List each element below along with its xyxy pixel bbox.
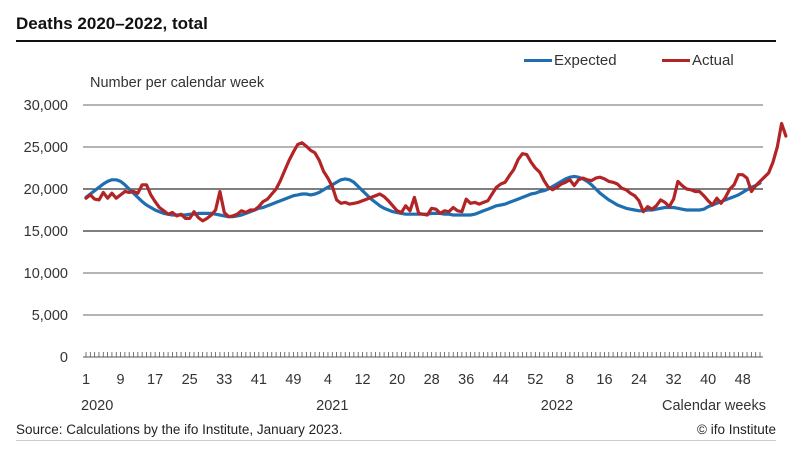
x-tick-label: 12	[354, 372, 370, 388]
x-tick-label: 32	[666, 372, 682, 388]
x-tick-label: 28	[424, 372, 440, 388]
y-tick-label: 10,000	[24, 266, 68, 282]
legend-item-expected: Expected	[524, 52, 617, 69]
source-note: Source: Calculations by the ifo Institut…	[16, 422, 343, 437]
x-tick-label: 33	[216, 372, 232, 388]
footer-divider	[16, 440, 776, 441]
x-tick-label: 8	[566, 372, 574, 388]
x-tick-label: 4	[324, 372, 332, 388]
year-label: 2020	[81, 398, 113, 414]
x-tick-label: 41	[251, 372, 267, 388]
x-tick-label: 40	[700, 372, 716, 388]
y-tick-label: 25,000	[24, 140, 68, 156]
y-tick-label: 20,000	[24, 182, 68, 198]
series-line-actual	[84, 121, 788, 223]
x-tick-label: 1	[82, 372, 90, 388]
x-axis-label: Calendar weeks	[662, 398, 766, 414]
x-tick-label: 44	[493, 372, 509, 388]
x-tick-label: 36	[458, 372, 474, 388]
x-tick-label: 17	[147, 372, 163, 388]
x-tick-label: 24	[631, 372, 647, 388]
legend-swatch-actual	[662, 59, 690, 62]
legend-label-expected: Expected	[554, 52, 617, 69]
year-label: 2022	[541, 398, 573, 414]
x-tick-label: 9	[117, 372, 125, 388]
x-tick-label: 52	[527, 372, 543, 388]
series-line-expected	[84, 174, 762, 219]
x-tick-label: 49	[285, 372, 301, 388]
x-tick-label: 48	[735, 372, 751, 388]
year-label: 2021	[316, 398, 348, 414]
legend-label-actual: Actual	[692, 52, 734, 69]
x-tick-label: 16	[596, 372, 612, 388]
y-tick-label: 0	[60, 350, 68, 366]
x-tick-label: 20	[389, 372, 405, 388]
x-tick-label: 25	[182, 372, 198, 388]
y-tick-label: 15,000	[24, 224, 68, 240]
y-tick-label: 30,000	[24, 98, 68, 114]
title-divider	[16, 40, 776, 42]
legend-swatch-expected	[524, 59, 552, 62]
copyright-note: © ifo Institute	[697, 422, 776, 437]
y-tick-label: 5,000	[32, 308, 68, 324]
legend-item-actual: Actual	[662, 52, 734, 69]
chart-title: Deaths 2020–2022, total	[16, 14, 208, 33]
y-axis-label: Number per calendar week	[90, 75, 265, 91]
